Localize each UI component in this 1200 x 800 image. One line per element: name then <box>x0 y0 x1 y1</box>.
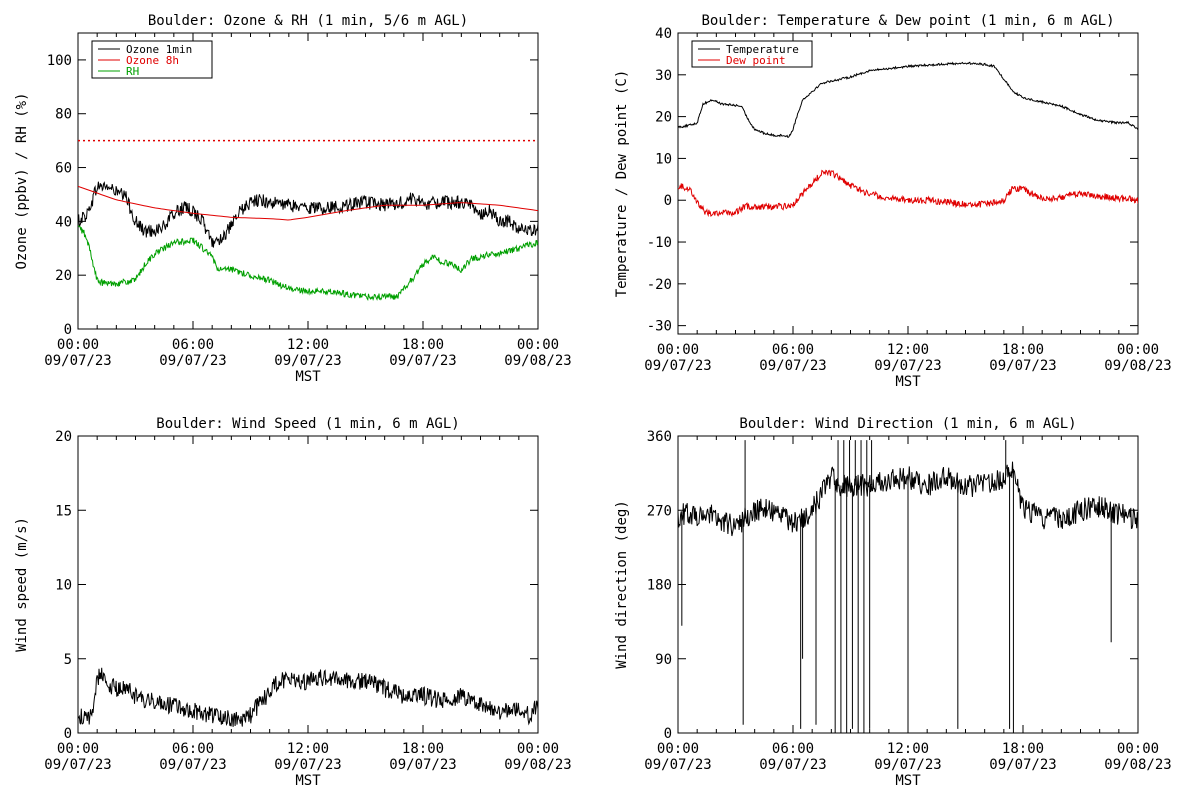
chart-panel-3: Boulder: Wind Speed (1 min, 6 m AGL) 0 5 10… <box>14 416 572 789</box>
x-tick-label-time: 00:00 <box>517 337 559 353</box>
x-tick-label-time: 12:00 <box>287 741 329 757</box>
y-tick-label: -20 <box>647 277 672 293</box>
y-tick-label: -10 <box>647 235 672 251</box>
y-tick-label: 40 <box>655 26 672 42</box>
x-tick-label-time: 06:00 <box>172 337 214 353</box>
series-dew-point <box>678 169 1138 218</box>
chart-title: Boulder: Temperature & Dew point (1 min,… <box>701 13 1114 29</box>
x-tick-label-date: 09/07/23 <box>274 353 341 369</box>
x-tick-label-date: 09/07/23 <box>159 757 226 773</box>
y-tick-label: 15 <box>55 503 72 519</box>
y-tick-label: 10 <box>655 151 672 167</box>
y-tick-label: 360 <box>647 429 672 445</box>
x-tick-label-date: 09/07/23 <box>644 358 711 374</box>
chart-panel-1: Boulder: Ozone & RH (1 min, 5/6 m AGL) 0 2… <box>14 13 572 385</box>
plot-frame <box>677 32 1139 335</box>
y-tick-label: 0 <box>64 726 72 742</box>
y-tick-label: 20 <box>655 110 672 126</box>
series-temperature <box>678 61 1138 138</box>
x-tick-label-date: 09/07/23 <box>644 757 711 773</box>
x-tick-label-time: 06:00 <box>772 342 814 358</box>
y-tick-label: 0 <box>664 193 672 209</box>
series-ozone-8h <box>78 185 538 221</box>
y-tick-label: 0 <box>664 726 672 742</box>
x-tick-label-time: 18:00 <box>402 741 444 757</box>
x-axis-label: MST <box>895 773 921 789</box>
y-tick-label: 100 <box>47 53 72 69</box>
y-tick-label: 5 <box>64 652 72 668</box>
y-tick-label: 180 <box>647 578 672 594</box>
x-tick-label-time: 12:00 <box>287 337 329 353</box>
x-tick-label-time: 06:00 <box>172 741 214 757</box>
y-tick-label: 80 <box>55 107 72 123</box>
y-axis-label: Wind direction (deg) <box>614 500 630 669</box>
y-tick-label: 10 <box>55 578 72 594</box>
y-axis-label: Temperature / Dew point (C) <box>614 70 630 298</box>
plot-area <box>678 440 1138 733</box>
x-axis-label: MST <box>295 369 321 385</box>
series-rh <box>78 225 538 302</box>
chart-panel-4: Boulder: Wind Direction (1 min, 6 m AGL)… <box>614 416 1172 789</box>
x-tick-label-date: 09/07/23 <box>274 757 341 773</box>
chart-panel-2: Boulder: Temperature & Dew point (1 min,… <box>614 13 1172 390</box>
x-tick-label-date: 09/07/23 <box>44 757 111 773</box>
y-tick-label: 20 <box>55 268 72 284</box>
chart-title: Boulder: Wind Speed (1 min, 6 m AGL) <box>156 416 459 432</box>
y-axis-label: Wind speed (m/s) <box>14 517 30 652</box>
plot-frame <box>77 435 539 734</box>
x-tick-label-date: 09/07/23 <box>44 353 111 369</box>
x-tick-label-date: 09/08/23 <box>1104 358 1171 374</box>
plot-area <box>78 139 538 302</box>
x-tick-label-time: 12:00 <box>887 342 929 358</box>
x-tick-label-time: 06:00 <box>772 741 814 757</box>
x-tick-label-time: 00:00 <box>657 741 699 757</box>
x-tick-label-date: 09/08/23 <box>504 353 571 369</box>
chart-title: Boulder: Ozone & RH (1 min, 5/6 m AGL) <box>148 13 468 29</box>
series-ozone-1min <box>78 181 538 248</box>
legend-entry: Dew point <box>726 54 786 67</box>
x-tick-label-time: 12:00 <box>887 741 929 757</box>
x-axis-label: MST <box>895 374 921 390</box>
legend-entry: Ozone 1min <box>126 43 192 56</box>
x-tick-label-time: 18:00 <box>402 337 444 353</box>
x-tick-label-time: 00:00 <box>657 342 699 358</box>
x-tick-label-date: 09/07/23 <box>389 353 456 369</box>
x-tick-label-date: 09/07/23 <box>874 757 941 773</box>
x-tick-label-time: 00:00 <box>1117 342 1159 358</box>
y-tick-label: 60 <box>55 161 72 177</box>
chart-title: Boulder: Wind Direction (1 min, 6 m AGL) <box>739 416 1076 432</box>
y-tick-label: 270 <box>647 503 672 519</box>
plot-area <box>78 667 538 727</box>
plot-area <box>678 61 1138 218</box>
x-tick-label-date: 09/08/23 <box>504 757 571 773</box>
y-tick-label: 0 <box>64 322 72 338</box>
x-tick-label-date: 09/07/23 <box>759 757 826 773</box>
legend-box <box>691 40 813 68</box>
y-tick-label: 20 <box>55 429 72 445</box>
x-tick-label-date: 09/07/23 <box>159 353 226 369</box>
x-tick-label-time: 00:00 <box>57 741 99 757</box>
y-tick-label: -30 <box>647 319 672 335</box>
x-tick-label-time: 18:00 <box>1002 342 1044 358</box>
y-tick-label: 90 <box>655 652 672 668</box>
legend-entry: RH <box>126 65 139 78</box>
x-tick-label-time: 00:00 <box>1117 741 1159 757</box>
x-tick-label-date: 09/07/23 <box>759 358 826 374</box>
x-tick-label-date: 09/07/23 <box>989 757 1056 773</box>
x-tick-label-date: 09/08/23 <box>1104 757 1171 773</box>
x-tick-label-time: 00:00 <box>517 741 559 757</box>
legend-entry: Ozone 8h <box>126 54 179 67</box>
x-tick-label-date: 09/07/23 <box>989 358 1056 374</box>
y-tick-label: 30 <box>655 68 672 84</box>
series-line <box>78 667 538 727</box>
x-tick-label-time: 18:00 <box>1002 741 1044 757</box>
y-tick-label: 40 <box>55 214 72 230</box>
x-tick-label-date: 09/07/23 <box>389 757 456 773</box>
legend-entry: Temperature <box>726 43 799 56</box>
y-axis-label: Ozone (ppbv) / RH (%) <box>14 92 30 269</box>
x-tick-label-time: 00:00 <box>57 337 99 353</box>
x-axis-label: MST <box>295 773 321 789</box>
x-tick-label-date: 09/07/23 <box>874 358 941 374</box>
